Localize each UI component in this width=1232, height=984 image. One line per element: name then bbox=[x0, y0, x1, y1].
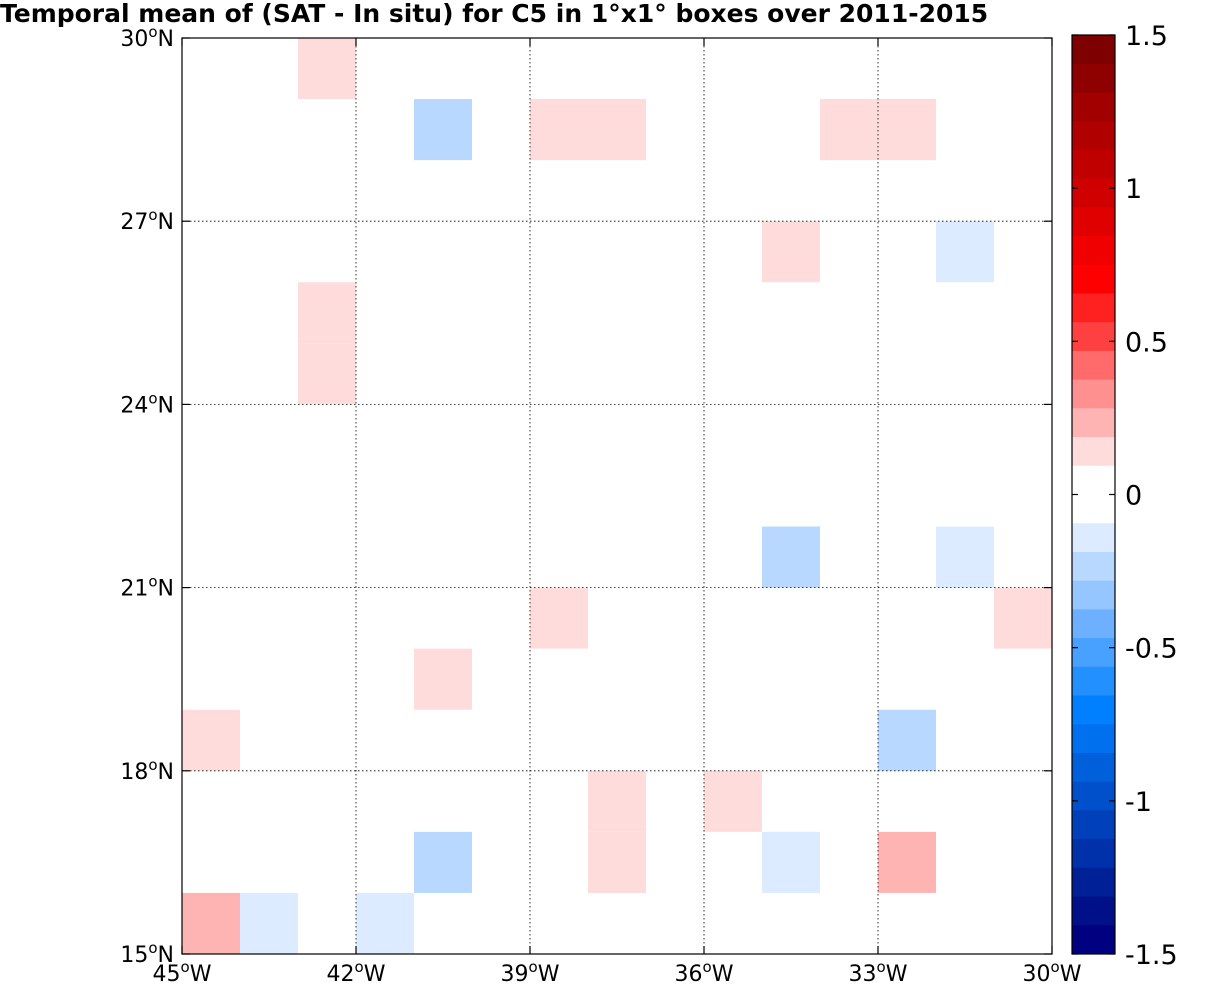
heatmap-cell bbox=[298, 282, 356, 344]
heatmap-cell bbox=[878, 831, 936, 893]
heatmap-cell bbox=[820, 99, 878, 161]
colorbar-swatch bbox=[1072, 92, 1115, 122]
colorbar-swatch bbox=[1072, 551, 1115, 582]
colorbar-swatch bbox=[1072, 781, 1115, 811]
heatmap-cell bbox=[530, 99, 588, 161]
heatmap-cell bbox=[588, 831, 646, 893]
colorbar-tick-label: 1 bbox=[1125, 174, 1142, 205]
colorbar-swatch bbox=[1072, 925, 1115, 955]
heatmap-cell bbox=[182, 892, 240, 954]
heatmap-cell bbox=[530, 587, 588, 649]
plot-frame bbox=[181, 37, 1053, 955]
colorbar-tick-label: -0.5 bbox=[1125, 634, 1178, 665]
colorbar-swatch bbox=[1072, 35, 1115, 65]
heatmap-cell bbox=[762, 221, 820, 283]
colorbar-swatch bbox=[1072, 638, 1115, 668]
heatmap-cell bbox=[994, 587, 1052, 649]
y-tick-label: 30oN bbox=[120, 23, 174, 52]
colorbar-swatch bbox=[1072, 207, 1115, 237]
heatmap-cell bbox=[878, 709, 936, 771]
colorbar-swatch bbox=[1072, 695, 1115, 725]
heatmap-cell bbox=[414, 831, 472, 893]
heatmap-cell bbox=[588, 770, 646, 832]
colorbar-swatch bbox=[1072, 264, 1115, 294]
heatmap-cell bbox=[414, 99, 472, 161]
colorbar-swatch bbox=[1072, 580, 1115, 610]
heatmap-cell bbox=[936, 526, 994, 588]
colorbar-tick-label: -1 bbox=[1125, 787, 1152, 818]
x-tick-label: 42oW bbox=[327, 958, 386, 984]
colorbar-swatch bbox=[1072, 437, 1115, 467]
colorbar-tick-label: 1.5 bbox=[1125, 21, 1168, 52]
colorbar: 1.5 1 0.5 0 -0.5 -1 -1.5 bbox=[1071, 21, 1178, 971]
y-tick-label: 21oN bbox=[120, 573, 174, 602]
colorbar-swatch bbox=[1072, 63, 1115, 93]
colorbar-swatch bbox=[1072, 149, 1115, 180]
colorbar-swatch bbox=[1072, 465, 1115, 495]
colorbar-swatch bbox=[1072, 322, 1115, 352]
colorbar-swatch bbox=[1072, 523, 1115, 553]
heatmap-cell bbox=[878, 99, 936, 161]
colorbar-swatch bbox=[1072, 494, 1115, 524]
heatmap-cell bbox=[588, 99, 646, 161]
heatmap-cell bbox=[240, 892, 298, 954]
y-tick-label: 24oN bbox=[120, 389, 174, 418]
colorbar-swatch bbox=[1072, 293, 1115, 323]
colorbar-swatch bbox=[1072, 752, 1115, 783]
colorbar-swatch bbox=[1072, 350, 1115, 381]
grid-lines bbox=[182, 38, 1052, 954]
colorbar-swatch bbox=[1072, 724, 1115, 754]
x-tick-label: 39oW bbox=[501, 958, 560, 984]
y-tick-label: 27oN bbox=[120, 206, 174, 235]
axis-ticks: 45oW 42oW 39oW 36oW 33oW 30oW 15oN 18oN 21oN 24oN… bbox=[120, 23, 1081, 984]
heatmap-cell bbox=[298, 343, 356, 405]
x-tick-label: 45oW bbox=[153, 958, 212, 984]
colorbar-tick-label: -1.5 bbox=[1125, 940, 1178, 971]
heatmap-cell bbox=[762, 526, 820, 588]
chart-title: Temporal mean of (SAT - In situ) for C5 … bbox=[0, 0, 988, 28]
colorbar-swatch bbox=[1072, 609, 1115, 639]
heatmap-cells bbox=[182, 38, 1052, 954]
heatmap-cell bbox=[936, 221, 994, 283]
colorbar-tick-label: 0.5 bbox=[1125, 327, 1168, 358]
heatmap-cell bbox=[182, 709, 240, 771]
heatmap-cell bbox=[704, 770, 762, 832]
y-tick-label: 18oN bbox=[120, 756, 174, 785]
x-tick-label: 36oW bbox=[675, 958, 734, 984]
heatmap-cell bbox=[356, 892, 414, 954]
colorbar-swatch bbox=[1072, 408, 1115, 438]
heatmap-cell bbox=[762, 831, 820, 893]
colorbar-swatch bbox=[1072, 236, 1115, 266]
colorbar-swatch bbox=[1072, 379, 1115, 409]
colorbar-swatch bbox=[1072, 867, 1115, 898]
y-tick-label: 15oN bbox=[120, 939, 174, 968]
x-tick-label: 33oW bbox=[849, 958, 908, 984]
colorbar-tick-label: 0 bbox=[1125, 481, 1142, 512]
colorbar-swatch bbox=[1072, 666, 1115, 697]
heatmap-cell bbox=[414, 648, 472, 710]
colorbar-swatch bbox=[1072, 896, 1115, 926]
colorbar-swatch bbox=[1072, 810, 1115, 840]
colorbar-swatch bbox=[1072, 178, 1115, 208]
heatmap-cell bbox=[298, 38, 356, 100]
colorbar-swatch bbox=[1072, 121, 1115, 151]
x-tick-label: 30oW bbox=[1023, 958, 1082, 984]
colorbar-swatch bbox=[1072, 839, 1115, 869]
